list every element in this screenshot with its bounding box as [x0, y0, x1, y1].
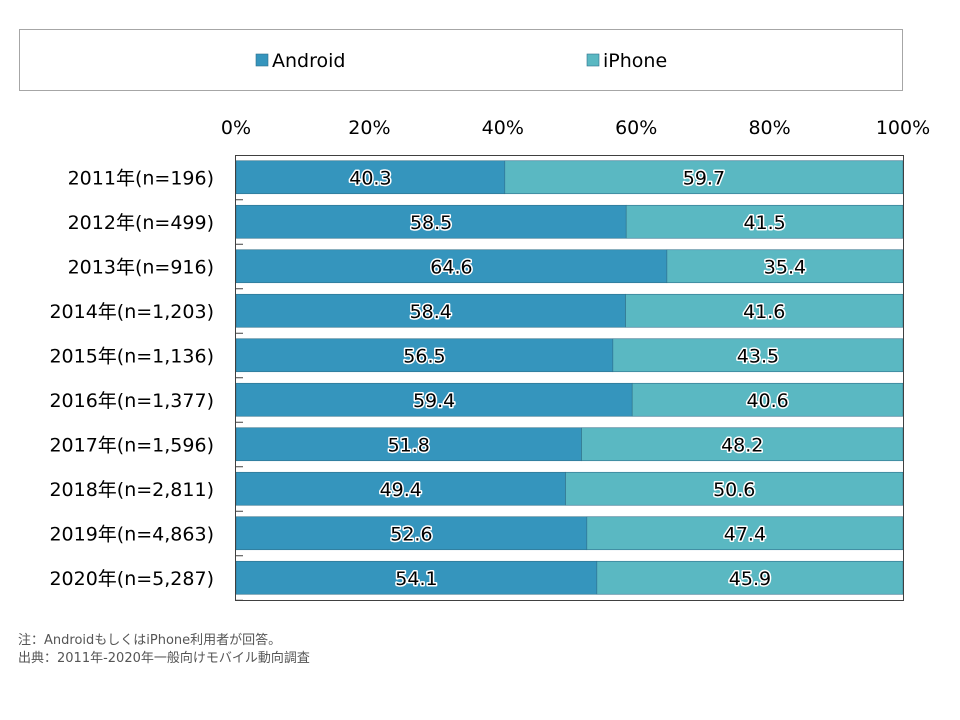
- data-label: 41.5: [743, 212, 785, 234]
- x-tick-label: 40%: [482, 117, 524, 139]
- bar-segment: [596, 560, 904, 595]
- data-label: 49.4: [380, 479, 422, 501]
- x-tick-label: 60%: [615, 117, 657, 139]
- bar-segment: [235, 160, 506, 195]
- legend-label-1: Android: [272, 50, 345, 72]
- data-label: 58.5: [410, 212, 452, 234]
- category-label: 2020年(n=5,287): [49, 568, 214, 590]
- x-tick-label: 20%: [348, 117, 390, 139]
- data-label: 47.4: [724, 523, 766, 545]
- category-label: 2012年(n=499): [68, 212, 214, 234]
- data-label: 50.6: [713, 479, 755, 501]
- note-text: 注：AndroidもしくはiPhone利用者が回答。: [18, 633, 282, 648]
- category-label: 2018年(n=2,811): [49, 479, 214, 501]
- bar-segment: [625, 293, 904, 328]
- source-text: 出典：2011年-2020年一般向けモバイル動向調査: [18, 651, 310, 666]
- data-label: 59.7: [683, 167, 725, 189]
- bar-segment: [235, 293, 626, 328]
- bar-segment: [666, 249, 904, 284]
- data-label: 64.6: [430, 256, 472, 278]
- data-label: 43.5: [737, 345, 779, 367]
- legend-swatch-1: [255, 53, 269, 67]
- legend-label-2: iPhone: [603, 50, 667, 72]
- bar-segment: [235, 560, 598, 595]
- category-label: 2014年(n=1,203): [49, 301, 214, 323]
- data-label: 56.5: [403, 345, 445, 367]
- bar-segment: [235, 516, 588, 551]
- data-label: 59.4: [413, 390, 455, 412]
- legend-swatch-2: [586, 53, 600, 67]
- data-label: 48.2: [721, 434, 763, 456]
- bars: 40.3 59.7 58.5 41.5 64.6 35.4 58.4 41.6 56.5 43.5…: [235, 160, 904, 595]
- data-label: 45.9: [729, 568, 771, 590]
- category-label: 2017年(n=1,596): [49, 434, 214, 456]
- x-tick-label: 100%: [876, 117, 930, 139]
- category-labels: 2011年(n=196) 2012年(n=499) 2013年(n=916) 2014…: [49, 167, 243, 601]
- category-label: 2011年(n=196): [68, 167, 214, 189]
- data-label: 40.3: [349, 167, 391, 189]
- data-label: 54.1: [395, 568, 437, 590]
- bar-segment: [235, 471, 566, 506]
- bar-segment: [631, 382, 904, 417]
- legend-frame: [19, 29, 903, 91]
- bar-segment: [504, 160, 904, 195]
- data-label: 40.6: [746, 390, 788, 412]
- category-label: 2019年(n=4,863): [49, 523, 214, 545]
- category-label: 2013年(n=916): [68, 256, 214, 278]
- data-label: 52.6: [390, 523, 432, 545]
- bar-segment: [235, 204, 627, 239]
- data-label: 51.8: [388, 434, 430, 456]
- category-label: 2016年(n=1,377): [49, 390, 214, 412]
- bar-segment: [586, 516, 904, 551]
- bar-segment: [581, 427, 904, 462]
- legend: Android iPhone: [19, 29, 903, 91]
- bar-segment: [235, 249, 668, 284]
- plot-frame: [235, 155, 904, 601]
- data-label: 35.4: [764, 256, 806, 278]
- notes: 注：AndroidもしくはiPhone利用者が回答。 出典：2011年-2020…: [18, 632, 310, 668]
- bar-segment: [235, 427, 582, 462]
- bar-segment: [625, 204, 904, 239]
- x-axis: 0% 20% 40% 60% 80% 100%: [221, 117, 930, 139]
- x-tick-label: 0%: [221, 117, 251, 139]
- bar-segment: [612, 338, 904, 373]
- bar-segment: [565, 471, 904, 506]
- x-tick-label: 80%: [748, 117, 790, 139]
- data-label: 41.6: [743, 301, 785, 323]
- data-label: 58.4: [410, 301, 452, 323]
- category-label: 2015年(n=1,136): [49, 345, 214, 367]
